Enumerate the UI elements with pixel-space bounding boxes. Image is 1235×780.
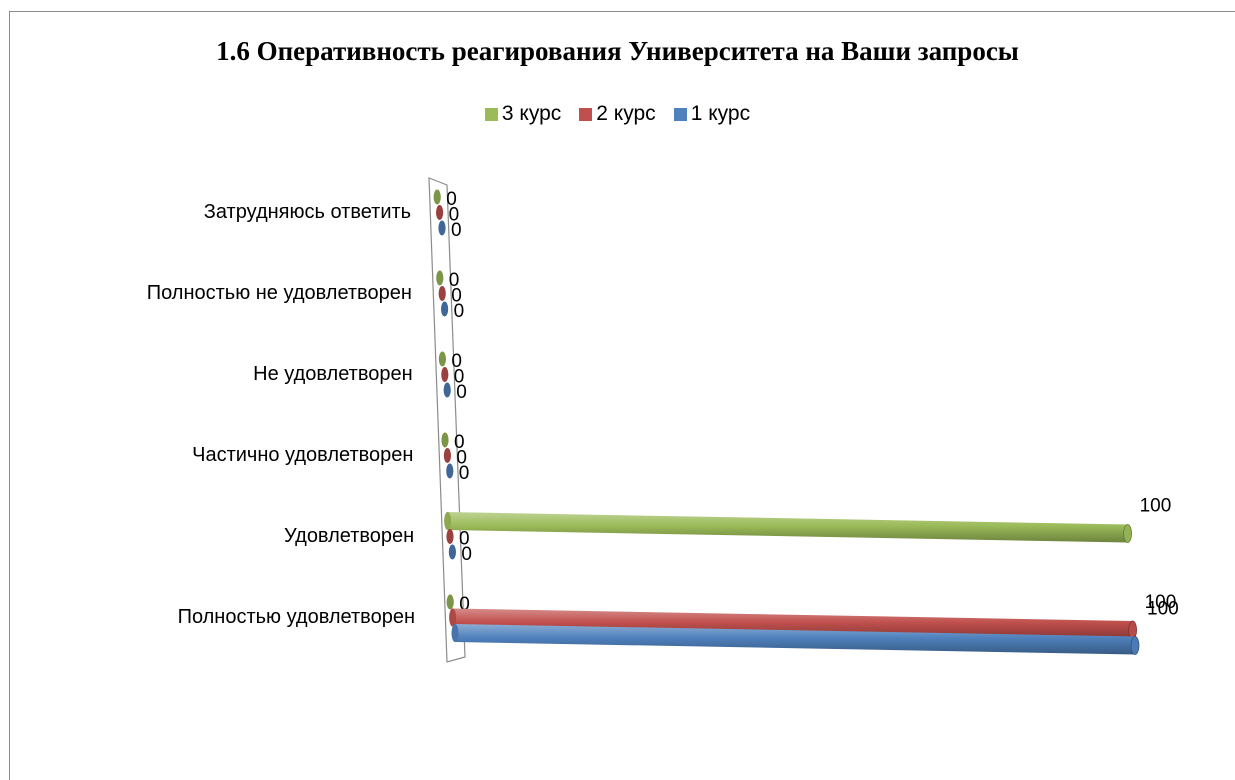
category-label: Полностью удовлетворен [178,606,415,628]
data-label: 0 [454,432,465,453]
data-label: 0 [459,594,470,615]
chart-title: 1.6 Оперативность реагирования Университ… [216,36,1019,66]
bar [443,448,451,463]
bar [436,205,444,220]
legend-item: 1 курс [673,102,751,126]
data-label: 0 [454,367,465,388]
legend-item: 2 курс [579,102,656,126]
bar [433,189,441,205]
bar [446,463,454,479]
data-label: 0 [451,286,462,307]
legend-label: 2 курс [596,102,656,125]
category-label: Частично удовлетворен [192,444,413,466]
bar [443,382,451,398]
bar-start-cap [449,608,457,627]
data-label: 100 [1145,592,1177,613]
category-label: Полностью не удовлетворен [147,282,412,304]
bar-end-cap [1130,636,1140,655]
bar [441,432,449,448]
data-label: 0 [449,205,460,226]
data-label: 0 [456,382,467,403]
bar [452,608,1133,639]
bar [438,220,446,236]
bar [438,351,446,367]
data-label: 0 [451,220,462,241]
bar [446,529,454,544]
bar [441,301,449,317]
bar-start-cap [444,512,452,530]
axis-wall [428,177,466,663]
bar-end-cap [1123,524,1132,543]
bar [448,544,456,560]
legend-label: 1 курс [690,102,751,125]
data-label: 0 [456,448,467,469]
category-label: Удовлетворен [284,525,414,547]
data-label: 0 [446,189,457,210]
legend: 3 курс 2 курс 1 курс [0,102,1235,126]
data-label: 0 [459,529,470,550]
bar [441,367,449,382]
bar [446,594,454,610]
category-label: Не удовлетворен [253,363,413,385]
data-label: 100 [1140,496,1172,517]
bar [438,286,446,301]
legend-swatch [673,107,687,121]
data-label: 0 [461,544,472,565]
data-label: 0 [449,270,460,291]
legend-item: 3 курс [484,102,562,126]
data-label: 0 [451,351,462,372]
bar [436,270,444,286]
data-label: 0 [454,301,465,322]
data-label: 0 [459,463,470,484]
legend-swatch [579,107,593,121]
bar-start-cap [451,624,459,642]
legend-swatch [484,107,498,121]
legend-label: 3 курс [501,102,562,125]
data-label: 100 [1147,599,1179,620]
category-label: Затрудняюсь ответить [204,201,411,223]
bar [455,624,1135,655]
bar [447,512,1128,543]
